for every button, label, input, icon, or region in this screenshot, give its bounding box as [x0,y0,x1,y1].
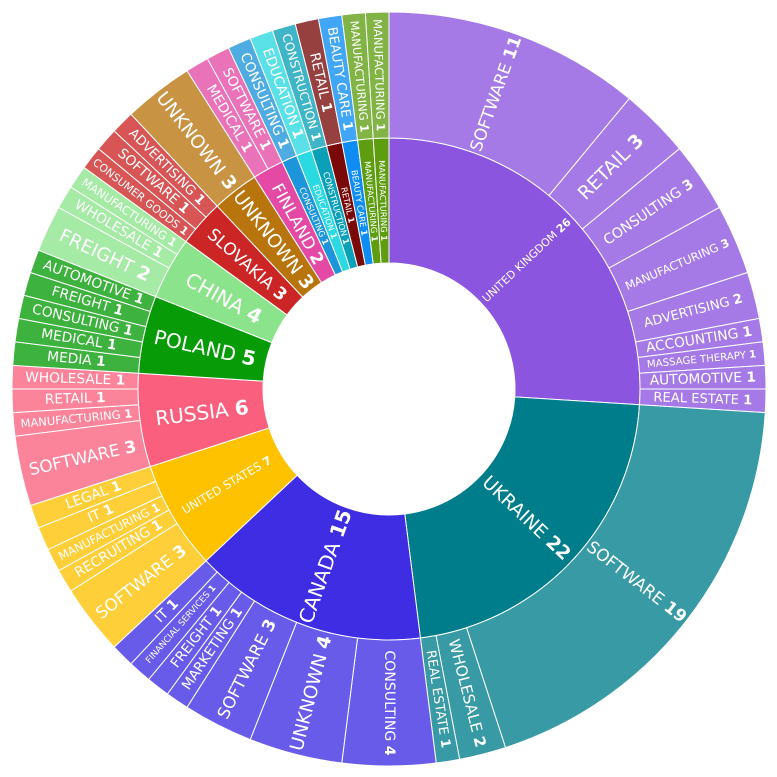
industry-label-wholesale: WHOLESALE 1 [25,370,126,389]
industry-label-retail: RETAIL 1 [44,390,105,408]
industry-label-media: MEDIA 1 [46,349,106,370]
industry-label-consulting: CONSULTING 4 [381,650,397,755]
industry-label-manufacturing: MANUFACTURING 1 [370,19,388,131]
industry-label-real-estate: REAL ESTATE 1 [653,390,752,408]
industry-label-automotive: AUTOMOTIVE 1 [649,369,756,388]
industry-segment-manufacturing-manufacturing[interactable] [364,11,390,140]
country-label-manufacturing: MANUFACTURING 1 [377,160,390,241]
industry-ring [11,11,767,767]
industry-segment-ukraine-software[interactable] [465,404,766,749]
